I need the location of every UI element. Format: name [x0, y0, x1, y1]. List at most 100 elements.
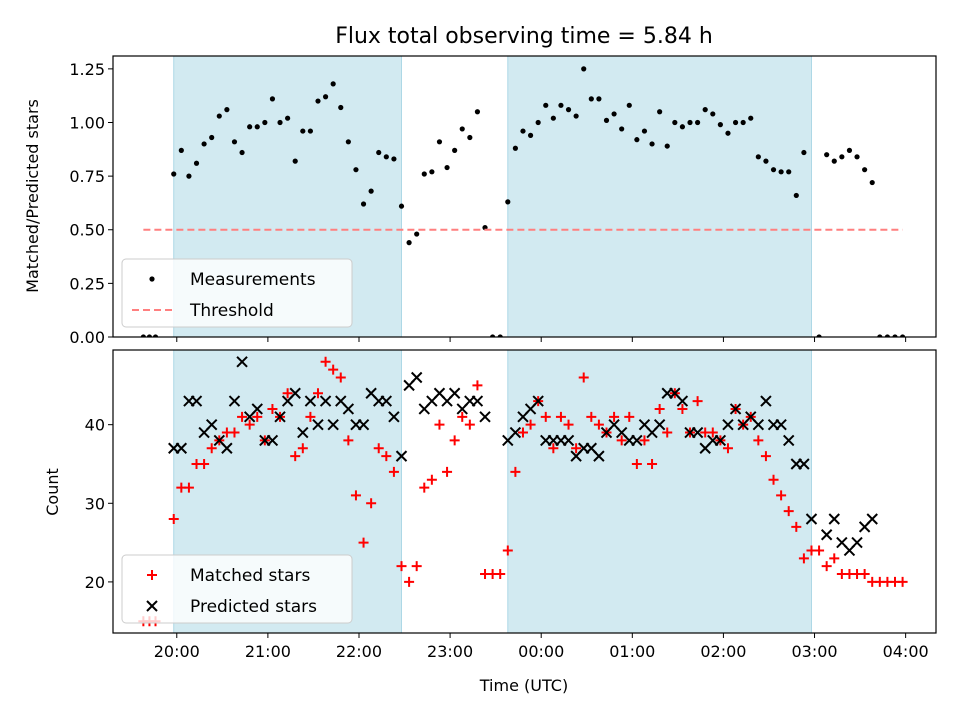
- measurement-point: [224, 107, 230, 113]
- measurement-point: [748, 115, 754, 121]
- predicted-star-point: [357, 418, 370, 431]
- measurement-point: [793, 192, 799, 199]
- measurement-point: [436, 139, 443, 145]
- measurement-point: [786, 169, 792, 175]
- top-ytick-label: 0.00: [69, 328, 105, 347]
- measurement-point: [360, 201, 367, 207]
- predicted-star-point: [866, 513, 878, 525]
- matched-star-point: [229, 427, 240, 438]
- matched-star-point: [586, 411, 597, 422]
- matched-star-point: [563, 419, 574, 430]
- matched-star-point: [525, 419, 536, 430]
- measurement-point: [285, 115, 291, 121]
- predicted-star-point: [205, 418, 218, 431]
- measurement-point: [778, 169, 784, 175]
- predicted-star-point: [775, 418, 787, 431]
- matched-star-point: [366, 498, 377, 509]
- matched-star-point: [692, 396, 703, 407]
- bottom-legend-label: Matched stars: [190, 566, 310, 586]
- predicted-star-point: [380, 395, 393, 407]
- matched-star-point: [829, 553, 840, 564]
- measurement-point: [201, 141, 207, 147]
- matched-star-point: [464, 419, 475, 430]
- predicted-star-point: [798, 458, 810, 470]
- top-axes-frame: [112, 55, 937, 338]
- matched-star-point: [442, 466, 453, 477]
- measurement-point: [512, 145, 518, 151]
- matched-star-point: [495, 569, 506, 580]
- measurement-point: [315, 98, 321, 104]
- measurement-point: [801, 149, 807, 156]
- matched-star-point: [434, 419, 445, 430]
- measurement-point: [679, 124, 686, 130]
- matched-star-point: [350, 490, 361, 501]
- predicted-star-point: [297, 426, 309, 439]
- matched-star-point: [760, 451, 771, 462]
- measurement-point: [209, 134, 215, 141]
- predicted-star-point: [175, 442, 188, 454]
- predicted-star-point: [342, 403, 355, 415]
- measurement-point: [558, 102, 564, 108]
- measurement-point: [300, 128, 306, 134]
- bottom-chart-xlabel: Time (UTC): [479, 676, 568, 695]
- matched-star-point: [783, 506, 794, 517]
- measurement-point: [474, 109, 481, 115]
- measurement-point: [626, 102, 632, 108]
- measurement-point: [414, 231, 420, 237]
- predicted-star-point: [714, 434, 727, 447]
- measurement-point: [664, 143, 670, 149]
- matched-star-point: [821, 561, 832, 572]
- measurement-point: [467, 134, 473, 141]
- measurement-point: [869, 179, 875, 186]
- measurement-point: [687, 119, 693, 126]
- measurement-point: [239, 149, 245, 156]
- predicted-star-point: [319, 395, 332, 407]
- matched-star-point: [776, 490, 787, 501]
- predicted-star-point: [251, 403, 263, 415]
- matched-star-point: [798, 553, 809, 564]
- measurement-point: [770, 167, 777, 173]
- matched-star-point: [388, 466, 399, 477]
- measurement-point: [588, 96, 594, 102]
- measurement-point: [452, 147, 458, 153]
- bottom-xtick-label: 21:00: [245, 642, 291, 661]
- measurement-point: [193, 160, 200, 166]
- top-ytick-label: 0.50: [69, 221, 105, 240]
- matched-star-point: [897, 576, 908, 587]
- measurement-point: [672, 119, 678, 126]
- bottom-xtick-label: 03:00: [791, 642, 837, 661]
- measurement-point: [634, 137, 640, 143]
- matched-star-point: [297, 443, 308, 454]
- predicted-star-point: [327, 418, 339, 431]
- bottom-shaded-interval: [507, 350, 812, 633]
- matched-star-point: [320, 356, 331, 367]
- matched-star-point: [647, 458, 658, 469]
- measurement-point: [763, 158, 769, 164]
- matched-star-point: [343, 435, 354, 446]
- matched-star-point: [662, 427, 673, 438]
- measurement-point: [603, 117, 610, 123]
- measurement-point: [322, 94, 329, 100]
- matched-star-point: [328, 364, 339, 375]
- measurement-point: [899, 334, 906, 337]
- bottom-xtick-label: 02:00: [700, 642, 746, 661]
- bottom-ytick-label: 40: [85, 416, 105, 435]
- predicted-star-point: [266, 434, 279, 447]
- matched-star-point: [859, 569, 870, 580]
- bottom-series-group: [138, 356, 908, 627]
- predicted-star-point: [274, 411, 286, 423]
- top-ytick-label: 0.25: [69, 274, 105, 293]
- matched-star-point: [312, 388, 323, 399]
- measurement-point: [330, 81, 336, 87]
- measurement-point: [710, 111, 716, 117]
- matched-star-point: [540, 411, 551, 422]
- predicted-star-point: [691, 426, 704, 439]
- matched-star-point: [358, 537, 369, 548]
- bottom-ytick-label: 30: [85, 494, 105, 513]
- matched-star-point: [707, 427, 718, 438]
- matched-star-point: [654, 403, 665, 414]
- predicted-star-point: [729, 403, 742, 415]
- bottom-xtick-label: 00:00: [518, 642, 564, 661]
- matched-star-point: [517, 427, 528, 438]
- bottom-plot-area: 20 30 40 20:00 21:00 22:00 23:00 00:00 01:00 02:0…: [85, 349, 937, 661]
